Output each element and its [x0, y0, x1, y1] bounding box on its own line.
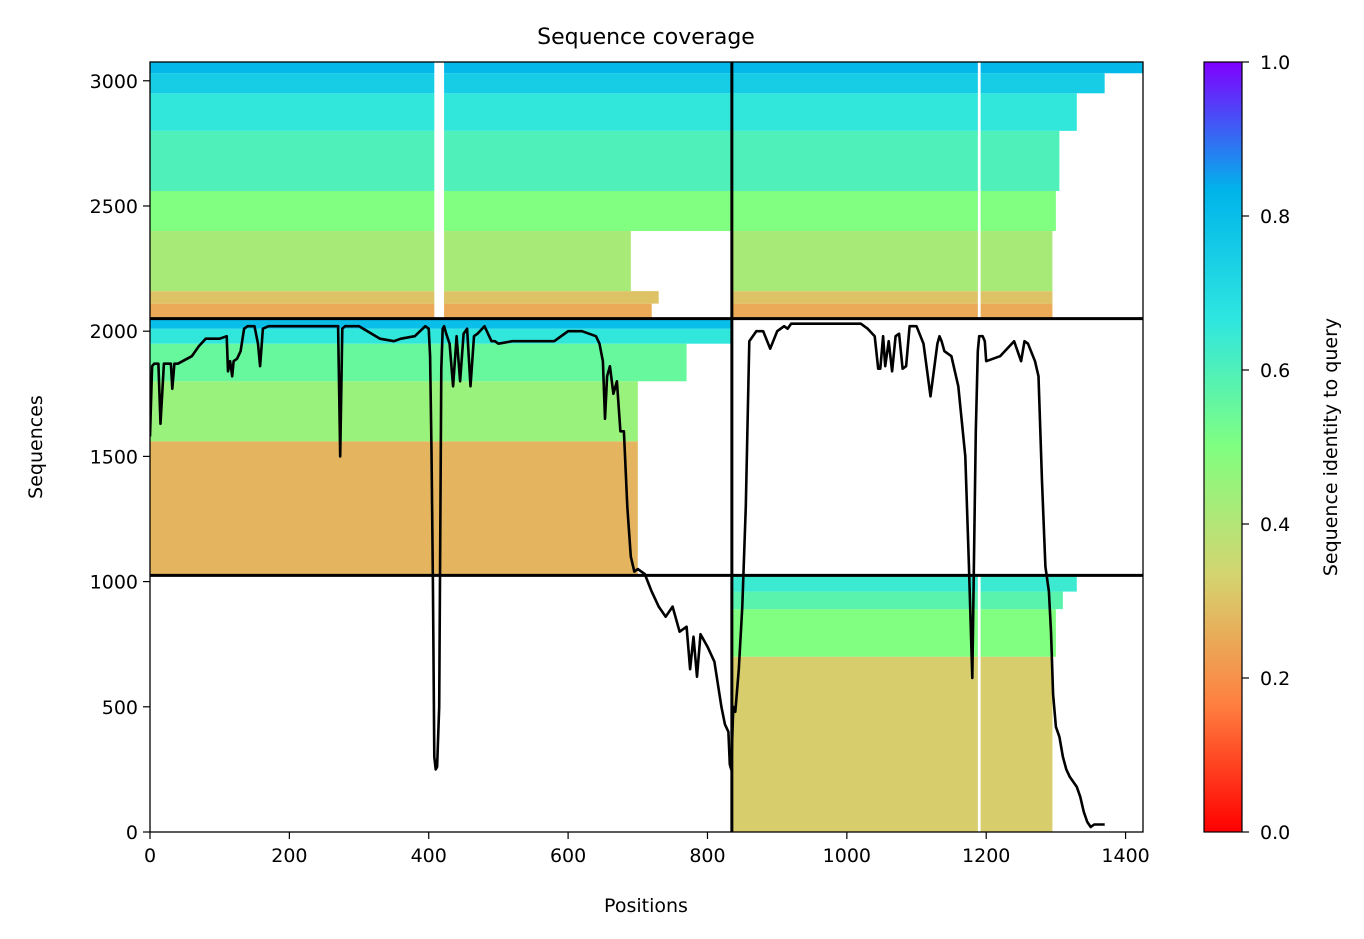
gap-column	[434, 62, 445, 319]
colorbar-label: Sequence identity to query	[1320, 318, 1342, 576]
gap-column	[977, 575, 981, 832]
x-tick-label: 400	[411, 845, 447, 867]
y-tick-label: 0	[126, 822, 138, 844]
x-tick-label: 1000	[823, 845, 871, 867]
x-tick-label: 600	[550, 845, 586, 867]
coverage-band	[731, 291, 1053, 304]
colorbar-tick-label: 0.4	[1260, 514, 1290, 536]
coverage-band	[731, 130, 1060, 191]
y-tick-label: 1000	[90, 572, 138, 594]
x-tick-label: 1200	[962, 845, 1010, 867]
chart-title: Sequence coverage	[537, 25, 755, 50]
y-tick-label: 1500	[90, 446, 138, 468]
coverage-band	[731, 93, 1077, 131]
colorbar-tick-label: 0.0	[1260, 822, 1290, 844]
colorbar-tick-label: 0.8	[1260, 206, 1290, 228]
y-tick-label: 2000	[90, 321, 138, 343]
colorbar-bar	[1203, 61, 1243, 833]
coverage-band	[150, 381, 638, 442]
coverage-band	[731, 62, 1143, 74]
y-tick-label: 2500	[90, 196, 138, 218]
colorbar-tick-label: 1.0	[1260, 52, 1290, 74]
coverage-line-layer	[150, 322, 1105, 829]
plot-frame	[149, 61, 1144, 833]
x-tick-label: 1400	[1101, 845, 1149, 867]
coverage-band	[731, 303, 1053, 319]
x-tick-label: 200	[271, 845, 307, 867]
coverage-band	[731, 190, 1056, 232]
x-tick-label: 0	[144, 845, 156, 867]
coverage-band	[731, 591, 1063, 610]
colorbar-tick-label: 0.2	[1260, 668, 1290, 690]
x-axis-label: Positions	[604, 895, 688, 917]
coverage-band	[150, 343, 687, 382]
coverage-band	[150, 328, 732, 344]
y-tick-label: 3000	[90, 71, 138, 93]
coverage-band	[731, 656, 1053, 832]
y-tick-label: 500	[102, 697, 138, 719]
heatmap-layer	[150, 62, 1143, 832]
coverage-line	[150, 322, 1105, 829]
coverage-band	[150, 303, 652, 319]
coverage-band	[731, 231, 1053, 292]
gap-column	[977, 62, 981, 319]
coverage-band	[731, 609, 1056, 657]
y-axis: 0 500 1000 1500 2000 2500 3000	[90, 71, 150, 844]
x-axis: 0 200 400 600 800 1000 1200 1400	[144, 832, 1150, 867]
y-axis-label: Sequences	[25, 395, 47, 499]
coverage-band	[150, 441, 638, 576]
coverage-band	[731, 575, 1077, 592]
colorbar-ticks: 0.0 0.2 0.4 0.6 0.8 1.0	[1242, 52, 1290, 844]
coverage-band	[731, 73, 1105, 94]
colorbar: 0.0 0.2 0.4 0.6 0.8 1.0 Sequence identity to …	[1203, 52, 1342, 844]
x-tick-label: 800	[689, 845, 725, 867]
coverage-band	[150, 318, 732, 329]
coverage-band	[150, 231, 631, 292]
colorbar-tick-label: 0.6	[1260, 360, 1290, 382]
coverage-band	[150, 291, 659, 304]
